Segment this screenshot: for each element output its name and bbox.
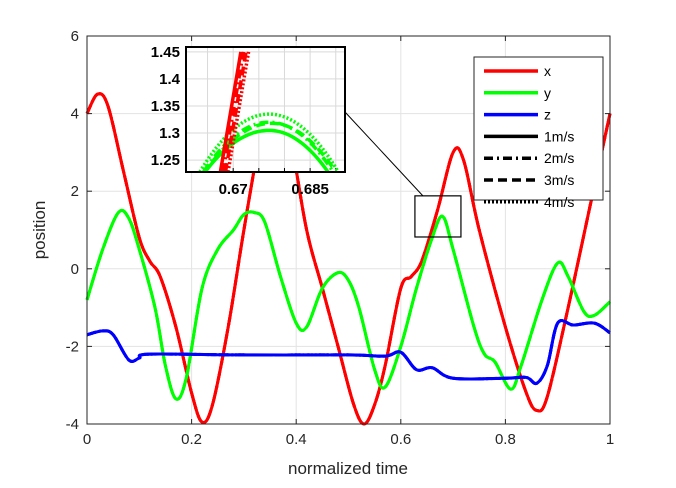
y-tick-label: -4 [66, 416, 79, 433]
y-tick-label: 6 [71, 28, 79, 45]
inset-y-arc-dotted [198, 112, 340, 172]
series-line-x-solid [85, 73, 612, 426]
legend-label: 4m/s [544, 194, 574, 210]
x-tick-label: 0.2 [181, 431, 202, 448]
series-layer [85, 73, 612, 426]
inset-x-tick-label: 0.67 [219, 181, 248, 198]
inset-x-line-solid [218, 51, 243, 172]
legend-label: 1m/s [544, 128, 574, 144]
y-axis-label: position [30, 201, 49, 260]
y-tick-label: -2 [66, 338, 79, 355]
y-tick-label: 0 [71, 261, 79, 278]
inset-x-line-dotted [226, 51, 251, 172]
series-line-y-solid [85, 208, 612, 401]
legend-label: x [544, 63, 551, 79]
y-tick-label: 2 [71, 183, 79, 200]
inset-y-tick-label: 1.35 [151, 98, 180, 115]
inset-y-arc-dashdot [201, 120, 335, 172]
x-tick-label: 0.6 [390, 431, 411, 448]
legend-label: 3m/s [544, 172, 574, 188]
legend-label: 2m/s [544, 150, 574, 166]
legend-box [473, 56, 604, 201]
inset-chart: 1.25 1.3 1.35 1.4 1.45 0.67 0.685 [151, 44, 346, 198]
legend-label: z [544, 107, 551, 123]
inset-x-line-dashdot [221, 51, 246, 172]
inset-y-tick-label: 1.4 [159, 71, 181, 88]
axes-box [86, 35, 611, 425]
x-tick-label: 0.4 [286, 431, 307, 448]
y-tick-label: 4 [71, 106, 79, 123]
legend: xyz 1m/s 2m/s 3m/s 4m/s [473, 56, 604, 210]
x-tick-label: 0 [83, 431, 91, 448]
inset-y-tick-label: 1.25 [151, 152, 180, 169]
inset-x-line-dashed [223, 51, 248, 172]
inset-y-tick-label: 1.45 [151, 44, 180, 61]
x-tick-label: 0.8 [495, 431, 516, 448]
x-tick-label: 1 [606, 431, 614, 448]
zoom-rectangle [414, 195, 462, 238]
zoom-box [344, 111, 462, 238]
inset-series [198, 51, 340, 172]
series-line-z-solid [86, 319, 611, 386]
x-axis-label: normalized time [288, 459, 408, 478]
legend-label: y [544, 85, 551, 101]
ticks: 0 0.2 0.4 0.6 0.8 1 -4 -2 0 2 4 6 [66, 28, 615, 448]
zoom-connector-line [344, 111, 424, 197]
inset-border [185, 46, 346, 173]
inset-x-tick-label: 0.685 [291, 181, 329, 198]
inset-y-tick-label: 1.3 [159, 125, 180, 142]
